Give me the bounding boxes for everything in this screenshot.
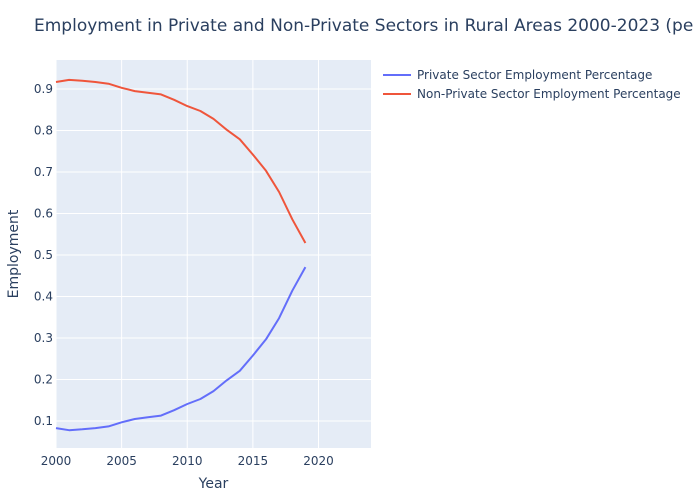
legend: Private Sector Employment Percentage Non-… (383, 68, 681, 101)
legend-label: Non-Private Sector Employment Percentage (417, 87, 681, 101)
series-line-2 (55, 78, 307, 244)
y-tick-label: 0.2 (34, 373, 53, 387)
x-axis-ticks: 2000 2005 2010 2015 2020 (41, 454, 334, 468)
x-tick-label: 2000 (41, 454, 72, 468)
y-tick-label: 0.7 (34, 165, 53, 179)
series-lines (55, 78, 307, 432)
gridlines (55, 60, 371, 448)
x-tick-label: 2010 (172, 454, 203, 468)
y-tick-label: 0.1 (34, 414, 53, 428)
y-tick-label: 0.5 (34, 248, 53, 262)
x-tick-label: 2005 (106, 454, 137, 468)
y-tick-label: 0.6 (34, 207, 53, 221)
series-line-1 (55, 266, 307, 432)
y-tick-label: 0.3 (34, 331, 53, 345)
y-tick-label: 0.4 (34, 290, 53, 304)
y-tick-label: 0.9 (34, 82, 53, 96)
y-axis-ticks: 0.1 0.2 0.3 0.4 0.5 0.6 0.7 0.8 0.9 (34, 82, 53, 428)
x-axis-title: Year (198, 476, 229, 492)
chart-title: Employment in Private and Non-Private Se… (34, 16, 693, 36)
x-tick-label: 2015 (238, 454, 269, 468)
y-tick-label: 0.8 (34, 124, 53, 138)
legend-label: Private Sector Employment Percentage (417, 68, 652, 82)
y-axis-title: Employment (6, 209, 22, 298)
x-tick-label: 2020 (303, 454, 334, 468)
